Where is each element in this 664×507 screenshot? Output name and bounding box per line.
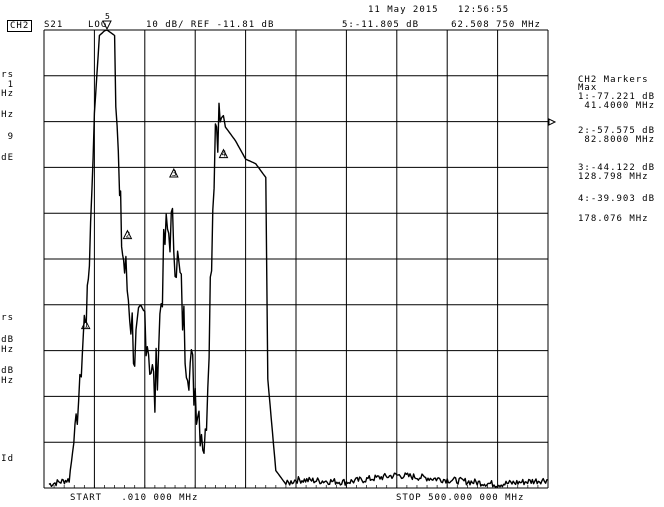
reference-arrow: [548, 118, 557, 126]
marker-3-freq: 128.798 MHz: [578, 172, 649, 182]
marker-label: 3: [172, 169, 177, 178]
marker-triangle-icon: [80, 319, 91, 330]
left-fragment-text: rs: [1, 313, 14, 323]
marker-label: 5: [105, 12, 110, 21]
marker-2-freq: 82.8000 MHz: [578, 135, 656, 145]
marker-2-value: 2:-57.575 dB: [578, 126, 656, 136]
left-fragment-text: dE: [1, 153, 14, 163]
marker-triangle-icon: [102, 20, 112, 31]
left-fragment-text: rs: [1, 70, 14, 80]
marker-list-title: CH2 Markers: [578, 75, 649, 85]
reference-level-icon: [548, 118, 557, 126]
marker-2: 2: [122, 229, 133, 240]
active-marker-readout: 5:-11.805 dB 62.508 750 MHz: [342, 20, 541, 30]
stop-frequency: STOP 500.000 000 MHz: [396, 493, 525, 503]
marker-4-freq: 178.076 MHz: [578, 214, 649, 224]
marker-3: 3: [169, 167, 179, 178]
left-fragment-text: dB: [1, 366, 14, 376]
channel-badge[interactable]: CH2: [7, 20, 33, 32]
scale-label: 10 dB/ REF -11.81 dB: [146, 20, 275, 30]
marker-layer: 1 2 3 4 5: [80, 12, 229, 330]
left-fragment-text: dB: [1, 335, 14, 345]
left-fragment-text: HId: [0, 454, 14, 464]
marker-5: 5: [102, 12, 112, 31]
marker-label: 1: [84, 321, 89, 330]
marker-triangle-icon: [218, 148, 229, 159]
marker-3-value: 3:-44.122 dB: [578, 163, 656, 173]
date-time: 11 May 2015 12:56:55: [368, 5, 510, 15]
graticule: [43, 29, 549, 489]
marker-triangle-icon: [122, 229, 133, 240]
start-frequency: START .010 000 MHz: [70, 493, 199, 503]
left-fragment-text: Hz: [1, 89, 14, 99]
marker-1-value: 1:-77.221 dB: [578, 92, 656, 102]
marker-triangle-icon: [169, 167, 179, 178]
marker-label: 4: [221, 150, 226, 159]
left-fragment-text: Hz: [1, 110, 14, 120]
parameter-label: S21: [44, 20, 64, 30]
left-fragment-text: Hz: [1, 376, 14, 386]
marker-4-value: 4:-39.903 dB: [578, 194, 656, 204]
trace-line: [48, 29, 549, 488]
format-label: LOG: [88, 20, 108, 30]
left-fragment-text: 1: [7, 80, 14, 90]
marker-1: 1: [80, 319, 91, 330]
marker-4: 4: [218, 148, 229, 159]
marker-list-mode: Max: [578, 83, 598, 93]
marker-label: 2: [125, 231, 130, 240]
marker-1-freq: 41.4000 MHz: [578, 101, 656, 111]
left-fragment-text: Hz: [1, 345, 14, 355]
left-fragment-text: 9: [7, 132, 14, 142]
